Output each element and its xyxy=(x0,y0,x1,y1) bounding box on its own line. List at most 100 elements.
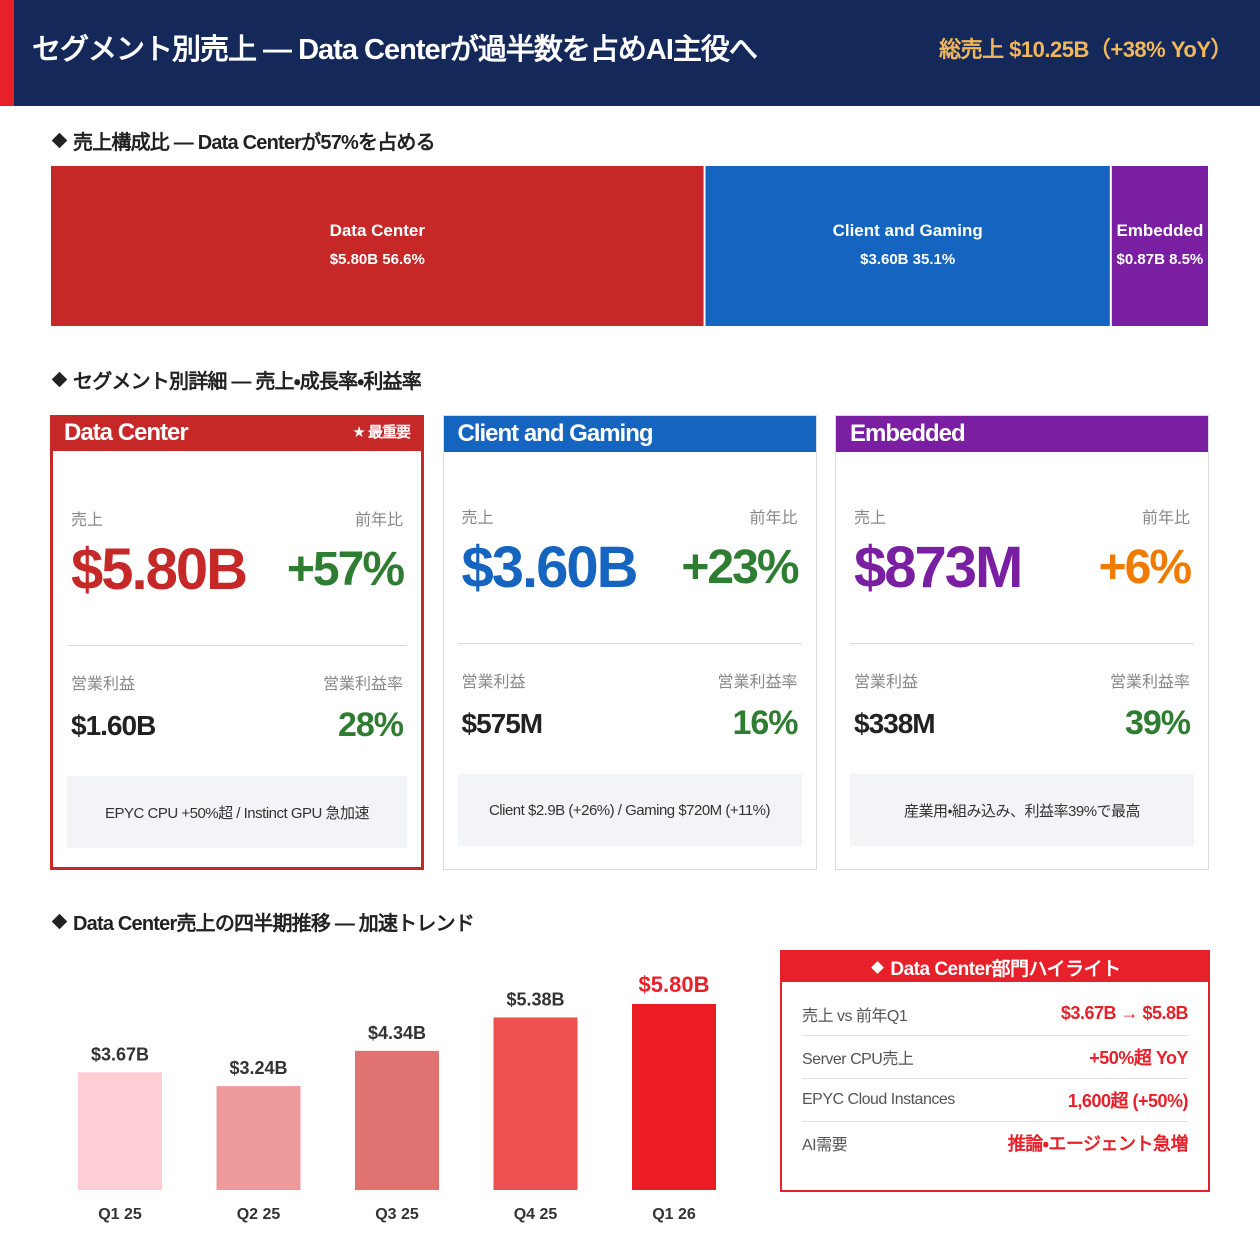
yoy-value: +6% xyxy=(1098,541,1192,594)
bar xyxy=(216,1086,301,1190)
segment xyxy=(705,166,1110,326)
highlight-label: Server CPU売上 xyxy=(802,1050,914,1068)
op-value: $338M xyxy=(854,708,936,739)
share-label: 8.5% xyxy=(1169,251,1203,268)
diamond-icon xyxy=(51,913,68,930)
segment-label: Embedded xyxy=(1116,221,1203,240)
highlights-title: Data Center部門ハイライト xyxy=(890,958,1121,980)
margin-label: 営業利益率 xyxy=(322,676,403,693)
yoy-label: 前年比 xyxy=(749,510,798,527)
highlight-value: $3.67B → $5.8B xyxy=(1060,1003,1189,1023)
card-note: 産業用・組み込み、利益率39%で最高 xyxy=(850,774,1194,846)
yoy-value: +57% xyxy=(286,543,405,596)
card-header: Data Center ★ 最重要 xyxy=(50,415,424,451)
composition-chart: Data Center $5.80B 56.6% Client and Gaming… xyxy=(51,166,1208,326)
bar xyxy=(632,1004,716,1190)
revenue-label: 売上 xyxy=(71,512,104,529)
margin-value: 39% xyxy=(1124,704,1191,742)
value-label: $5.80B xyxy=(330,251,379,268)
diamond-icon xyxy=(51,371,68,388)
page-title: セグメント別売上 — Data Centerが過半数を占めAI主役へ xyxy=(32,34,758,66)
highlight-value: 1,600超 (+50%) xyxy=(1067,1090,1189,1111)
diamond-icon xyxy=(871,960,885,974)
card-badge: ★ 最重要 xyxy=(352,424,411,441)
diamond-icon xyxy=(51,132,68,149)
x-tick-label: Q3 25 xyxy=(375,1206,419,1223)
bar xyxy=(493,1017,578,1190)
bar-value-label: $4.34B xyxy=(368,1023,426,1043)
divider xyxy=(850,643,1194,644)
revenue-value: $3.60B xyxy=(461,535,639,600)
margin-label: 営業利益率 xyxy=(1109,674,1190,691)
highlight-row: Server CPU売上 +50%超 YoY xyxy=(802,1035,1188,1079)
segment-values: $0.87B 8.5% xyxy=(1117,251,1204,268)
bar xyxy=(355,1050,439,1190)
segment-label: Client and Gaming xyxy=(833,221,983,240)
bar-chart: $3.67B Q1 25 $3.24B Q2 25 $4.34B Q3 25 $5.38B Q… xyxy=(78,972,716,1223)
segment-values: $5.80B 56.6% xyxy=(330,251,425,268)
divider xyxy=(67,645,407,646)
yoy-label: 前年比 xyxy=(354,512,403,529)
share-label: 35.1% xyxy=(913,251,956,268)
card-note: Client $2.9B (+26%) / Gaming $720M (+11%… xyxy=(457,774,802,846)
divider xyxy=(457,643,802,644)
card-note: EPYC CPU +50%超 / Instinct GPU 急加速 xyxy=(67,776,407,848)
highlight-row: AI需要 推論・エージェント急増 xyxy=(802,1121,1189,1164)
segment-values: $3.60B 35.1% xyxy=(860,251,955,268)
margin-value: 16% xyxy=(732,704,798,742)
section-heading: 売上構成比 — Data Centerが57%を占める xyxy=(50,126,436,155)
segment-card: Embedded 売上 前年比 $873M +6% 営業利益 営業利益率 $338M 39% 産業… xyxy=(835,415,1209,870)
section-title: 売上構成比 — Data Centerが57%を占める xyxy=(73,132,436,154)
highlight-value: +50%超 YoY xyxy=(1089,1047,1188,1068)
value-label: $3.60B xyxy=(860,251,909,268)
header-stripe xyxy=(0,0,14,106)
segment-label: Data Center xyxy=(330,221,426,240)
section-heading: Data Center売上の四半期推移 — 加速トレンド xyxy=(50,907,475,936)
bar-value-label: $3.24B xyxy=(229,1058,287,1078)
section-title: Data Center売上の四半期推移 — 加速トレンド xyxy=(73,913,475,935)
card-title: Client and Gaming xyxy=(457,420,654,447)
op-label: 営業利益 xyxy=(71,676,136,693)
highlight-row: 売上 vs 前年Q1 $3.67B → $5.8B xyxy=(802,992,1189,1036)
section-heading: セグメント別詳細 — 売上・成長率・利益率 xyxy=(50,365,422,394)
card-header: Client and Gaming xyxy=(443,416,816,452)
segment-card: Data Center ★ 最重要売上 前年比 $5.80B +57% 営業利益 営業利益率… xyxy=(50,415,424,870)
highlight-label: AI需要 xyxy=(802,1136,848,1154)
x-tick-label: Q1 26 xyxy=(652,1206,696,1223)
revenue-label: 売上 xyxy=(854,510,887,527)
total-revenue: 総売上 $10.25B（+38% YoY） xyxy=(939,37,1232,62)
highlight-label: 売上 vs 前年Q1 xyxy=(802,1007,908,1025)
highlight-row: EPYC Cloud Instances 1,600超 (+50%) xyxy=(802,1078,1189,1122)
margin-label: 営業利益率 xyxy=(717,674,798,691)
bar xyxy=(78,1072,162,1190)
header xyxy=(0,0,1260,106)
op-value: $1.60B xyxy=(71,710,156,741)
segment-card: Client and Gaming 売上 前年比 $3.60B +23% 営業利益 営業利益… xyxy=(442,415,817,870)
op-label: 営業利益 xyxy=(854,674,919,691)
highlight-value: 推論・エージェント急増 xyxy=(1007,1133,1189,1154)
revenue-value: $873M xyxy=(854,535,1023,600)
yoy-label: 前年比 xyxy=(1141,510,1190,527)
card-title: Embedded xyxy=(850,420,966,447)
segment xyxy=(1111,166,1208,326)
x-tick-label: Q4 25 xyxy=(514,1206,558,1223)
margin-value: 28% xyxy=(337,706,404,744)
highlight-label: EPYC Cloud Instances xyxy=(802,1090,955,1108)
segment xyxy=(51,166,704,326)
section-title: セグメント別詳細 — 売上・成長率・利益率 xyxy=(73,371,422,393)
op-value: $575M xyxy=(461,708,544,739)
x-tick-label: Q2 25 xyxy=(237,1206,281,1223)
card-title: Data Center xyxy=(64,419,189,446)
revenue-label: 売上 xyxy=(461,510,494,527)
bar-value-label: $5.38B xyxy=(506,989,564,1009)
revenue-value: $5.80B xyxy=(71,537,248,602)
highlights-panel: Data Center部門ハイライト 売上 vs 前年Q1 $3.67B → $5… xyxy=(780,950,1210,1192)
bar-value-label: $5.80B xyxy=(639,972,710,997)
bar-value-label: $3.67B xyxy=(91,1044,149,1064)
share-label: 56.6% xyxy=(382,251,425,268)
yoy-value: +23% xyxy=(681,541,799,594)
value-label: $0.87B xyxy=(1117,251,1166,268)
highlights-header: Data Center部門ハイライト xyxy=(782,952,1208,982)
x-tick-label: Q1 25 xyxy=(98,1206,142,1223)
